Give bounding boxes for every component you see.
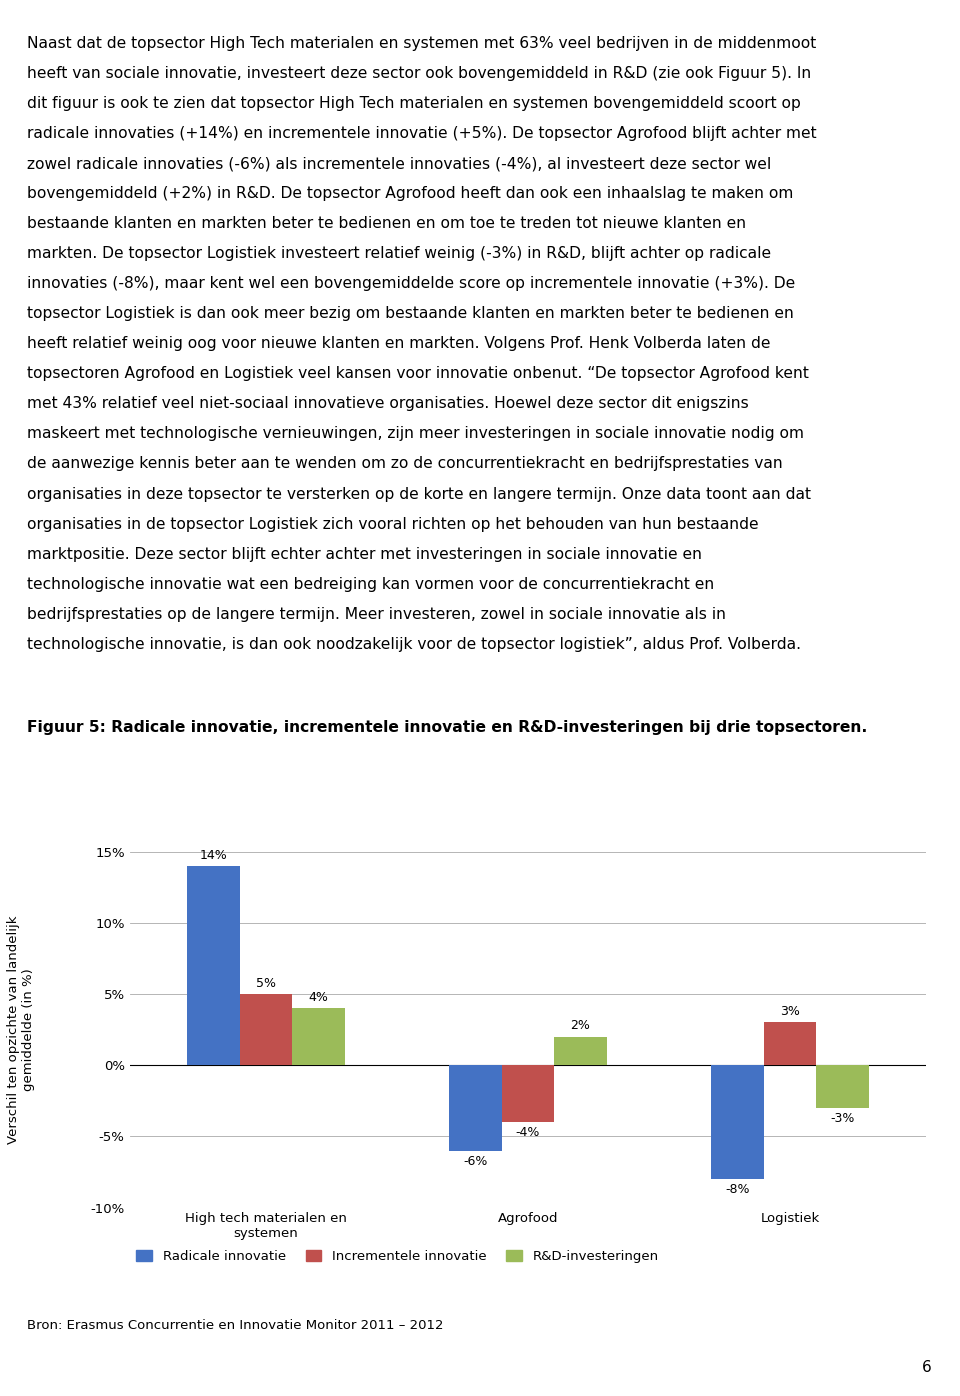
Bar (816, 1065, 869, 1108)
Text: marktpositie. Deze sector blijft echter achter met investeringen in sociale inno: marktpositie. Deze sector blijft echter … (27, 546, 702, 561)
Text: technologische innovatie wat een bedreiging kan vormen voor de concurrentiekrach: technologische innovatie wat een bedreig… (27, 577, 714, 592)
Text: 4%: 4% (308, 991, 328, 1004)
Text: dit figuur is ook te zien dat topsector High Tech materialen en systemen bovenge: dit figuur is ook te zien dat topsector … (27, 96, 801, 112)
Text: markten. De topsector Logistiek investeert relatief weinig (-3%) in R&D, blijft : markten. De topsector Logistiek investee… (27, 246, 771, 261)
Bar (764, 1022, 816, 1065)
Bar (240, 994, 292, 1065)
Text: 14%: 14% (200, 849, 228, 861)
Text: de aanwezige kennis beter aan te wenden om zo de concurrentiekracht en bedrijfsp: de aanwezige kennis beter aan te wenden … (27, 456, 782, 472)
Text: bovengemiddeld (+2%) in R&D. De topsector Agrofood heeft dan ook een inhaalslag : bovengemiddeld (+2%) in R&D. De topsecto… (27, 187, 793, 201)
Bar (502, 1065, 554, 1122)
Text: Verschil ten opzichte van landelijk
gemiddelde (in %): Verschil ten opzichte van landelijk gemi… (7, 916, 36, 1143)
Text: bedrijfsprestaties op de langere termijn. Meer investeren, zowel in sociale inno: bedrijfsprestaties op de langere termijn… (27, 606, 726, 621)
Legend: Radicale innovatie, Incrementele innovatie, R&D-investeringen: Radicale innovatie, Incrementele innovat… (136, 1249, 659, 1263)
Text: zowel radicale innovaties (-6%) als incrementele innovaties (-4%), al investeert: zowel radicale innovaties (-6%) als incr… (27, 156, 771, 172)
Text: -8%: -8% (726, 1184, 750, 1196)
Bar (187, 866, 240, 1065)
Text: -6%: -6% (464, 1154, 488, 1168)
Text: Naast dat de topsector High Tech materialen en systemen met 63% veel bedrijven i: Naast dat de topsector High Tech materia… (27, 36, 816, 52)
Text: maskeert met technologische vernieuwingen, zijn meer investeringen in sociale in: maskeert met technologische vernieuwinge… (27, 427, 804, 441)
Text: organisaties in deze topsector te versterken op de korte en langere termijn. Onz: organisaties in deze topsector te verste… (27, 487, 811, 501)
Bar (711, 1065, 764, 1180)
Text: Figuur 5: Radicale innovatie, incrementele innovatie en R&D-investeringen bij dr: Figuur 5: Radicale innovatie, incremente… (27, 720, 867, 734)
Text: heeft relatief weinig oog voor nieuwe klanten en markten. Volgens Prof. Henk Vol: heeft relatief weinig oog voor nieuwe kl… (27, 336, 770, 352)
Text: topsector Logistiek is dan ook meer bezig om bestaande klanten en markten beter : topsector Logistiek is dan ook meer bezi… (27, 307, 794, 321)
Bar (292, 1008, 345, 1065)
Text: 3%: 3% (780, 1005, 800, 1018)
Text: 5%: 5% (256, 977, 276, 990)
Text: topsectoren Agrofood en Logistiek veel kansen voor innovatie onbenut. “De topsec: topsectoren Agrofood en Logistiek veel k… (27, 367, 808, 381)
Bar (449, 1065, 502, 1150)
Text: bestaande klanten en markten beter te bedienen en om toe te treden tot nieuwe kl: bestaande klanten en markten beter te be… (27, 216, 746, 232)
Text: met 43% relatief veel niet-sociaal innovatieve organisaties. Hoewel deze sector : met 43% relatief veel niet-sociaal innov… (27, 396, 749, 412)
Text: 6: 6 (922, 1360, 931, 1375)
Text: heeft van sociale innovatie, investeert deze sector ook bovengemiddeld in R&D (z: heeft van sociale innovatie, investeert … (27, 66, 811, 81)
Bar (554, 1037, 607, 1065)
Text: technologische innovatie, is dan ook noodzakelijk voor de topsector logistiek”, : technologische innovatie, is dan ook noo… (27, 637, 801, 652)
Text: radicale innovaties (+14%) en incrementele innovatie (+5%). De topsector Agrofoo: radicale innovaties (+14%) en incremente… (27, 127, 817, 141)
Text: -3%: -3% (830, 1113, 854, 1125)
Text: Bron: Erasmus Concurrentie en Innovatie Monitor 2011 – 2012: Bron: Erasmus Concurrentie en Innovatie … (27, 1319, 444, 1332)
Text: 2%: 2% (570, 1019, 590, 1033)
Text: innovaties (-8%), maar kent wel een bovengemiddelde score op incrementele innova: innovaties (-8%), maar kent wel een bove… (27, 276, 795, 292)
Text: organisaties in de topsector Logistiek zich vooral richten op het behouden van h: organisaties in de topsector Logistiek z… (27, 517, 758, 532)
Text: -4%: -4% (516, 1127, 540, 1139)
